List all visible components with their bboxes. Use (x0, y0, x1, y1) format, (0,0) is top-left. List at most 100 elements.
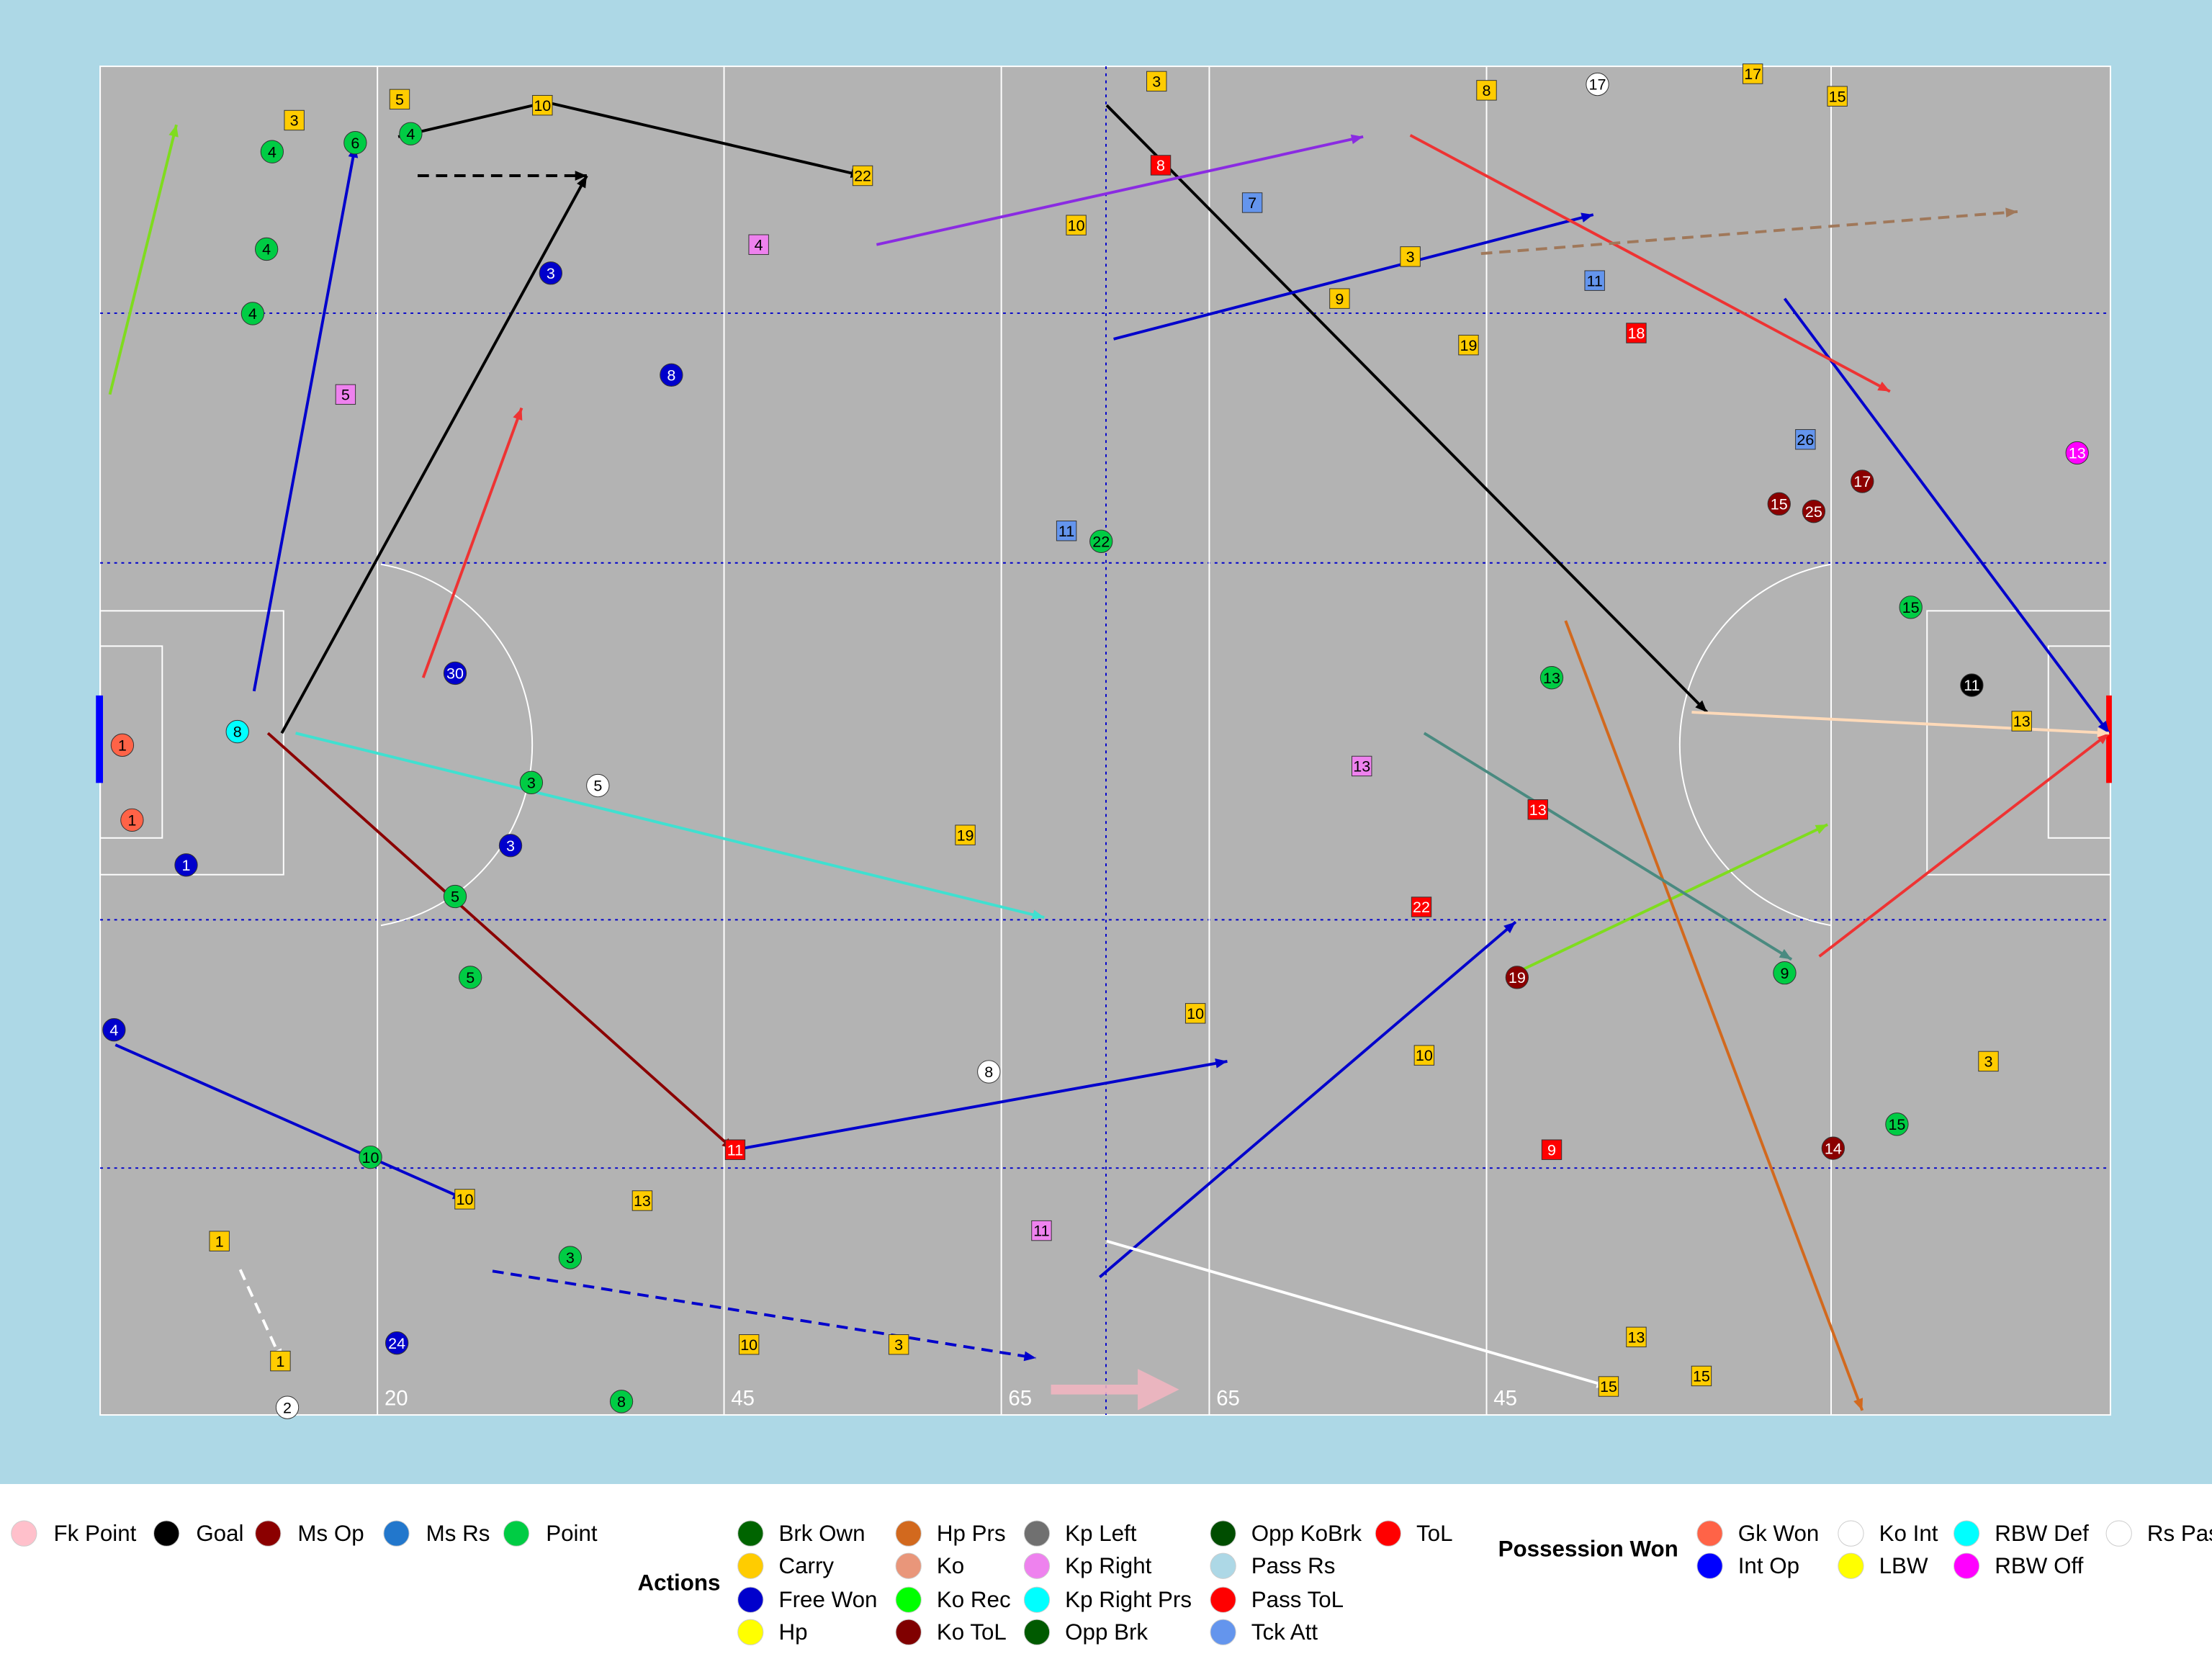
event-label: 10 (1187, 1004, 1204, 1022)
legend-label: Gk Won (1738, 1521, 1820, 1546)
legend-label: Kp Right (1065, 1553, 1151, 1578)
event-label: 8 (233, 723, 242, 741)
legend-label: Brk Own (778, 1521, 865, 1546)
event-label: 19 (1509, 968, 1526, 986)
event-label: 8 (667, 366, 675, 384)
event-marker (532, 94, 553, 116)
action-arrow (1409, 134, 1891, 393)
legend-swatch (737, 1619, 764, 1645)
event-label: 13 (1529, 801, 1547, 819)
legend-label: LBW (1879, 1553, 1928, 1578)
action-arrow (492, 1269, 1037, 1359)
event-marker (1598, 1376, 1619, 1397)
legend-swatch (1210, 1586, 1236, 1613)
legend-swatch (383, 1520, 410, 1547)
legend-label: RBW Off (1995, 1553, 2083, 1578)
event-marker (977, 1060, 1001, 1084)
event-marker (1241, 192, 1263, 213)
event-marker (1505, 966, 1529, 989)
event-label: 10 (534, 96, 551, 114)
action-arrow (734, 1059, 1228, 1151)
event-marker (1795, 429, 1816, 450)
action-arrow (1480, 210, 2018, 256)
event-marker (120, 808, 144, 832)
event-marker (738, 1334, 760, 1355)
arc (1678, 563, 1832, 927)
event-marker (443, 661, 467, 685)
event-marker (955, 824, 976, 845)
legend-title: Actions (638, 1570, 721, 1595)
event-label: 19 (957, 826, 974, 844)
event-label: 15 (1600, 1377, 1617, 1395)
event-marker (1184, 1003, 1206, 1024)
event-marker (284, 109, 305, 131)
legend-label: Goal (196, 1521, 243, 1546)
legend-swatch (1696, 1552, 1723, 1579)
arrow-head (168, 125, 179, 138)
legend-swatch (255, 1520, 282, 1547)
event-label: 5 (341, 385, 350, 403)
legend-swatch (737, 1586, 764, 1613)
legend-swatch (1696, 1520, 1723, 1547)
event-marker (748, 234, 769, 255)
event-marker (1146, 71, 1167, 92)
event-marker (240, 302, 265, 325)
arrow-head (1695, 700, 1707, 713)
arrow-head (2005, 207, 2018, 218)
action-arrow (1113, 213, 1594, 341)
legend-label: Hp (778, 1619, 807, 1645)
legend-label: Pass Rs (1251, 1553, 1336, 1578)
event-marker (102, 1018, 126, 1042)
event-marker (539, 261, 563, 285)
event-label: 7 (1248, 194, 1256, 212)
arrow-head (1215, 1058, 1228, 1069)
event-label: 22 (854, 167, 871, 185)
event-marker (1626, 323, 1647, 343)
action-arrow (546, 101, 863, 177)
event-label: 11 (727, 1141, 743, 1159)
event-label: 10 (1068, 216, 1085, 234)
legend-label: Rs Pass (2147, 1521, 2212, 1546)
arrow-head (1350, 134, 1364, 145)
goal-right (2106, 695, 2112, 783)
event-label: 3 (1152, 73, 1161, 91)
event-label: 25 (1805, 503, 1822, 521)
event-marker (1458, 334, 1479, 356)
event-label: 9 (1547, 1141, 1556, 1159)
direction-arrow (1051, 1369, 1179, 1411)
event-label: 5 (466, 968, 475, 986)
legend-label: Ko Rec (937, 1587, 1011, 1612)
legend-label: Ko ToL (937, 1619, 1007, 1645)
legend-label: Ms Rs (426, 1521, 490, 1546)
legend-swatch (153, 1520, 180, 1547)
event-marker (558, 1246, 582, 1269)
x-tick-label: 45 (1493, 1386, 1517, 1410)
legend-label: Point (546, 1521, 598, 1546)
event-label: 8 (1483, 81, 1491, 99)
event-marker (335, 384, 356, 405)
event-marker (888, 1334, 909, 1355)
event-marker (1767, 492, 1791, 516)
legend-swatch (11, 1520, 37, 1547)
legend-label: Ko Int (1879, 1521, 1938, 1546)
event-marker (1802, 500, 1826, 523)
event-marker (609, 1390, 634, 1413)
arrow-head (575, 171, 587, 181)
event-label: 5 (395, 91, 404, 109)
event-marker (1329, 288, 1350, 309)
event-marker (1821, 1136, 1845, 1160)
event-label: 13 (1353, 757, 1370, 775)
event-marker (1476, 80, 1497, 101)
event-label: 5 (593, 777, 602, 795)
event-label: 3 (506, 837, 515, 855)
event-marker (1541, 1139, 1563, 1160)
action-arrow (108, 124, 178, 395)
legend-swatch (1023, 1552, 1051, 1579)
event-marker (1584, 270, 1605, 291)
event-label: 4 (262, 240, 271, 258)
event-marker (1400, 246, 1421, 267)
event-marker (343, 131, 367, 155)
event-label: 30 (446, 665, 464, 683)
event-marker (1066, 215, 1087, 235)
event-marker (1413, 1045, 1435, 1066)
